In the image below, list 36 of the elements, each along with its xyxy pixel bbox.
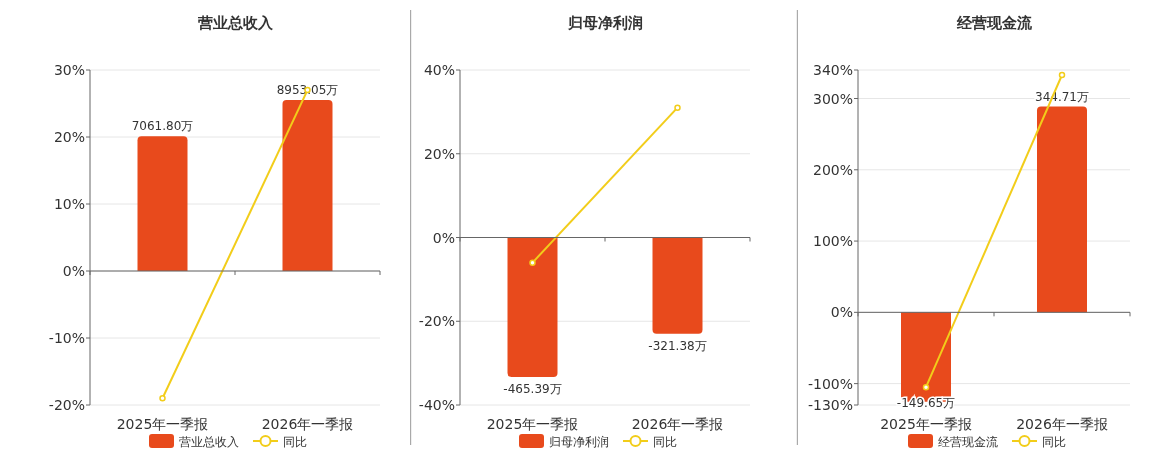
y-tick-label: 0% [62, 263, 85, 279]
legend-label: 经营现金流 [938, 435, 998, 449]
chart-title: 营业总收入 [196, 14, 274, 32]
y-tick-label: -20% [418, 313, 455, 330]
chart-title: 归母净利润 [566, 14, 643, 32]
y-tick-label: 0% [432, 229, 455, 246]
legend-label: 营业总收入 [179, 435, 239, 449]
x-tick-label: 2026年一季报 [1016, 416, 1108, 432]
x-tick-label: 2025年一季报 [486, 416, 579, 432]
y-tick-label: -130% [807, 397, 853, 413]
y-tick-label: -10% [48, 330, 85, 346]
y-tick-label: 20% [53, 129, 85, 145]
y-tick-label: 30% [53, 62, 85, 78]
legend-label: 同比 [283, 435, 307, 449]
x-tick-label: 2025年一季报 [116, 416, 209, 432]
y-tick-label: 20% [423, 145, 455, 162]
legend-label: 同比 [1042, 435, 1066, 449]
y-tick-label: -100% [807, 375, 853, 392]
x-tick-label: 2025年一季报 [880, 416, 972, 432]
chart-title: 经营现金流 [955, 14, 1033, 32]
y-tick-label: 300% [812, 90, 853, 107]
y-tick-label: 40% [423, 62, 455, 78]
y-tick-label: 340% [812, 62, 853, 78]
y-tick-label: 100% [812, 233, 853, 250]
y-tick-label: 10% [53, 196, 85, 212]
x-tick-label: 2026年一季报 [261, 416, 354, 432]
data-label: -321.38万 [648, 338, 707, 353]
x-tick-label: 2026年一季报 [631, 416, 724, 432]
data-label: 7061.80万 [131, 119, 194, 134]
y-tick-label: 200% [812, 161, 853, 178]
legend-label: 归母净利润 [549, 435, 609, 449]
data-label: -465.39万 [503, 381, 562, 396]
y-tick-label: 0% [830, 304, 853, 321]
legend-label: 同比 [653, 435, 677, 449]
y-tick-label: -20% [48, 397, 85, 413]
y-tick-label: -40% [418, 397, 455, 413]
